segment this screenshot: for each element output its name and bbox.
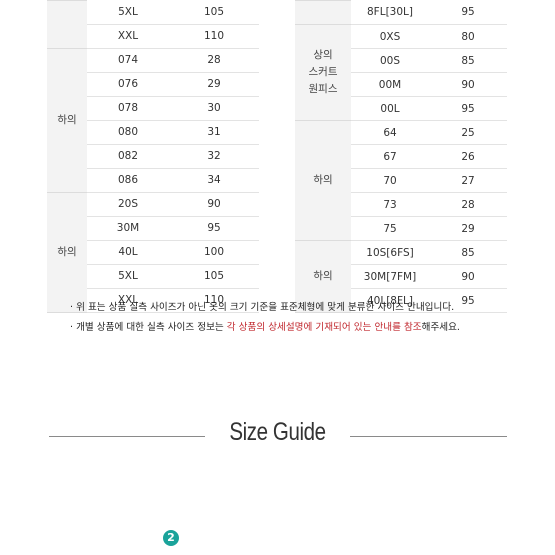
size-cell: 076 [87, 72, 169, 97]
size-cell: 074 [87, 48, 169, 73]
size-cell: 40L[8FL] [351, 288, 429, 313]
size-cell: 8FL[30L] [351, 0, 429, 25]
size-cell: 75 [351, 216, 429, 241]
value-cell: 25 [429, 120, 507, 145]
size-cell: 086 [87, 168, 169, 193]
table-row: XXL 110 [47, 288, 259, 313]
table-row: 076 29 [47, 72, 259, 97]
divider-left [49, 436, 205, 437]
size-cell: 67 [351, 144, 429, 169]
value-cell: 105 [169, 0, 259, 25]
table-row: 70 27 [295, 168, 507, 193]
value-cell: 90 [429, 72, 507, 97]
size-cell: 70 [351, 168, 429, 193]
table-row: 086 34 [47, 168, 259, 193]
table-row: 8FL[30L] 95 [295, 0, 507, 25]
note-line-2-end: 해주세요. [421, 322, 460, 333]
step-badge: 2 [163, 530, 179, 546]
value-cell: 95 [429, 96, 507, 121]
table-row: 30M 95 [47, 216, 259, 241]
table-row: 00M 90 [295, 72, 507, 97]
value-cell: 95 [429, 288, 507, 313]
table-row: 00S 85 [295, 48, 507, 73]
value-cell: 110 [169, 24, 259, 49]
value-cell: 29 [429, 216, 507, 241]
divider-right [350, 436, 507, 437]
value-cell: 105 [169, 264, 259, 289]
value-cell: 27 [429, 168, 507, 193]
table-row: 하의 10S[6FS] 85 [295, 240, 507, 313]
size-cell: 30M[7FM] [351, 264, 429, 289]
category-cell: 상의 스커트 원피스 [295, 24, 351, 121]
table-row: 40L 100 [47, 240, 259, 265]
value-cell: 110 [169, 288, 259, 313]
size-cell: 0XS [351, 24, 429, 49]
value-cell: 80 [429, 24, 507, 49]
note-line-2-text: · 개별 상품에 대한 실측 사이즈 정보는 [70, 322, 227, 333]
size-cell: 10S[6FS] [351, 240, 429, 265]
value-cell: 29 [169, 72, 259, 97]
size-cell: 080 [87, 120, 169, 145]
table-row: 40L[8FL] 95 [295, 288, 507, 313]
category-cell: 하의 [295, 120, 351, 241]
size-cell: 64 [351, 120, 429, 145]
table-row: 00L 95 [295, 96, 507, 121]
value-cell: 85 [429, 240, 507, 265]
size-cell: 00L [351, 96, 429, 121]
size-table-left: 5XL 105 XXL 110 하의 074 28 076 29 078 30 080 31 082 32 0… [47, 0, 259, 313]
value-cell: 30 [169, 96, 259, 121]
table-row: 080 31 [47, 120, 259, 145]
value-cell: 34 [169, 168, 259, 193]
size-notes: · 위 표는 상품 실측 사이즈가 아닌 옷의 크기 기준을 표준체형에 맞게 … [70, 298, 540, 338]
size-cell: 73 [351, 192, 429, 217]
table-row: 30M[7FM] 90 [295, 264, 507, 289]
category-cell [47, 0, 87, 49]
value-cell: 32 [169, 144, 259, 169]
table-row: 5XL 105 [47, 264, 259, 289]
value-cell: 31 [169, 120, 259, 145]
size-cell: 00M [351, 72, 429, 97]
value-cell: 28 [429, 192, 507, 217]
size-cell: 5XL [87, 264, 169, 289]
size-cell: 082 [87, 144, 169, 169]
table-row: 하의 074 28 [47, 48, 259, 193]
category-cell: 하의 [295, 240, 351, 313]
table-row: 75 29 [295, 216, 507, 241]
size-cell: 40L [87, 240, 169, 265]
table-row: 하의 64 25 [295, 120, 507, 241]
note-line-1: · 위 표는 상품 실측 사이즈가 아닌 옷의 크기 기준을 표준체형에 맞게 … [70, 302, 455, 313]
size-cell: XXL [87, 288, 169, 313]
size-cell: 20S [87, 192, 169, 217]
size-guide-title: Size Guide [229, 418, 326, 446]
value-cell: 95 [429, 0, 507, 25]
size-cell: XXL [87, 24, 169, 49]
size-table-right: 8FL[30L] 95 상의 스커트 원피스 0XS 80 00S 85 00M 90 00L 95 하의… [295, 0, 507, 313]
category-cell [295, 0, 351, 25]
table-row: 5XL 105 [47, 0, 259, 49]
size-cell: 30M [87, 216, 169, 241]
table-row: 082 32 [47, 144, 259, 169]
category-cell: 하의 [47, 192, 87, 313]
value-cell: 90 [169, 192, 259, 217]
table-row: 078 30 [47, 96, 259, 121]
table-row: 상의 스커트 원피스 0XS 80 [295, 24, 507, 121]
size-cell: 5XL [87, 0, 169, 25]
size-cell: 078 [87, 96, 169, 121]
table-row: 67 26 [295, 144, 507, 169]
note-line-2: · 개별 상품에 대한 실측 사이즈 정보는 각 상품의 상세설명에 기재되어 … [70, 318, 540, 338]
category-cell: 하의 [47, 48, 87, 193]
value-cell: 26 [429, 144, 507, 169]
value-cell: 28 [169, 48, 259, 73]
table-row: 하의 20S 90 [47, 192, 259, 313]
table-row: 73 28 [295, 192, 507, 217]
size-cell: 00S [351, 48, 429, 73]
table-row: XXL 110 [47, 24, 259, 49]
value-cell: 85 [429, 48, 507, 73]
value-cell: 95 [169, 216, 259, 241]
value-cell: 90 [429, 264, 507, 289]
value-cell: 100 [169, 240, 259, 265]
note-line-2-highlight: 각 상품의 상세설명에 기재되어 있는 안내를 참조 [226, 322, 422, 333]
